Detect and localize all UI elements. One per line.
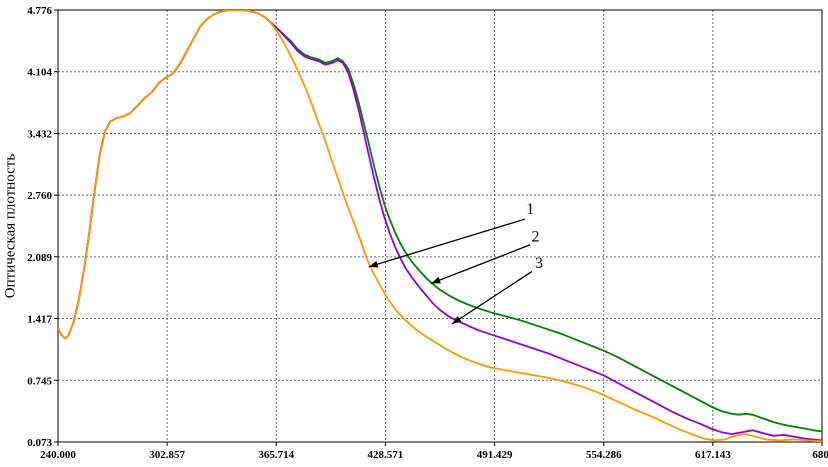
x-tick-label: 302.857	[149, 449, 185, 461]
plot-frame	[57, 9, 823, 443]
x-tick-label: 617.143	[695, 449, 731, 461]
annotation-label-1: 1	[526, 201, 534, 218]
series-curve-1	[58, 10, 822, 442]
y-tick-label: 0.073	[27, 437, 52, 449]
x-tick-label: 428.571	[368, 449, 404, 461]
y-tick-label: 0.745	[27, 375, 52, 387]
y-tick-label: 1.417	[27, 314, 52, 326]
x-tick-label: 491.429	[477, 449, 513, 461]
annotation-arrow-3	[451, 270, 533, 325]
annotation-label-3: 3	[535, 255, 543, 272]
x-tick-label: 554.286	[586, 449, 622, 461]
annotation-arrow-2	[431, 244, 531, 284]
y-tick-label: 4.104	[27, 67, 52, 79]
y-tick-label: 2.089	[27, 252, 52, 264]
x-tick-label: 680.	[812, 449, 828, 461]
x-tick-label: 240.000	[40, 449, 76, 461]
y-tick-label: 2.760	[27, 190, 52, 202]
y-tick-label: 3.432	[27, 128, 52, 140]
x-tick-label: 365.714	[258, 449, 294, 461]
annotation-label-2: 2	[532, 229, 540, 246]
y-tick-label: 4.776	[27, 5, 52, 17]
annotation-arrow-1	[368, 218, 526, 268]
